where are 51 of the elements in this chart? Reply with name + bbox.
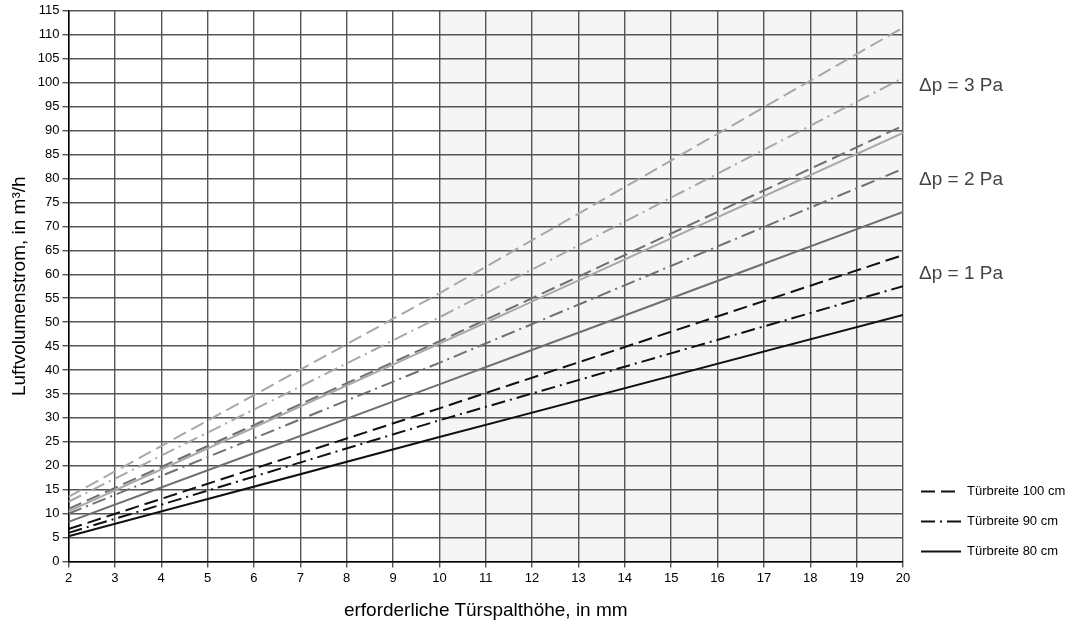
y-tick-label: 75 (45, 193, 60, 209)
y-tick-label: 35 (45, 385, 60, 401)
x-tick-label: 19 (849, 569, 864, 585)
x-tick-label: 15 (663, 569, 679, 585)
y-tick-label: 25 (45, 433, 60, 449)
y-tick-label: 80 (45, 170, 60, 186)
y-tick-label: 110 (38, 26, 60, 42)
x-tick-label: 9 (389, 569, 397, 585)
x-tick-label: 3 (111, 569, 119, 585)
x-tick-label: 17 (756, 569, 772, 585)
y-tick-label: 115 (38, 2, 60, 18)
x-tick-label: 7 (296, 569, 304, 585)
x-tick-label: 4 (157, 569, 165, 585)
x-tick-label: 12 (524, 569, 540, 585)
y-tick-label: 10 (45, 505, 60, 521)
x-axis-title: erforderliche Türspalthöhe, in mm (343, 598, 628, 620)
y-tick-label: 40 (45, 361, 60, 377)
legend-label: Türbreite 100 cm (967, 483, 1066, 499)
y-tick-label: 85 (45, 146, 60, 162)
x-tick-label: 13 (571, 569, 586, 585)
x-tick-label: 16 (710, 569, 725, 585)
y-tick-label: 55 (45, 289, 60, 305)
y-axis-title: Luftvolumenstrom, in m³/h (7, 176, 29, 397)
x-tick-label: 18 (803, 569, 818, 585)
y-tick-label: 65 (45, 241, 60, 257)
x-tick-label: 2 (64, 569, 73, 585)
y-tick-label: 105 (37, 50, 60, 66)
y-tick-label: 15 (45, 481, 60, 497)
y-tick-label: 20 (45, 457, 60, 473)
text: Δp = 3 Pa (919, 74, 1004, 96)
x-tick-label: 8 (343, 569, 351, 585)
y-tick-label: 70 (45, 217, 60, 233)
y-tick-label: 90 (45, 122, 60, 138)
y-tick-label: 95 (45, 98, 60, 114)
y-tick-label: 30 (45, 409, 60, 425)
x-tick-label: 10 (432, 569, 447, 585)
x-tick-label: 5 (203, 569, 212, 585)
x-tick-label: 14 (617, 569, 633, 585)
x-tick-label: 6 (250, 569, 258, 585)
legend-label: Türbreite 80 cm (967, 543, 1059, 559)
legend-label: Türbreite 90 cm (967, 513, 1059, 529)
y-tick-label: 50 (45, 313, 60, 329)
y-tick-label: 5 (52, 529, 60, 545)
x-tick-label: 20 (895, 569, 911, 585)
y-tick-label: 45 (45, 337, 60, 353)
y-tick-label: 100 (37, 74, 60, 90)
text: Δp = 2 Pa (919, 168, 1004, 190)
x-tick-label: 11 (478, 569, 493, 585)
text: Δp = 1 Pa (919, 262, 1004, 284)
y-tick-label: 0 (52, 553, 60, 569)
y-tick-label: 60 (45, 265, 60, 281)
